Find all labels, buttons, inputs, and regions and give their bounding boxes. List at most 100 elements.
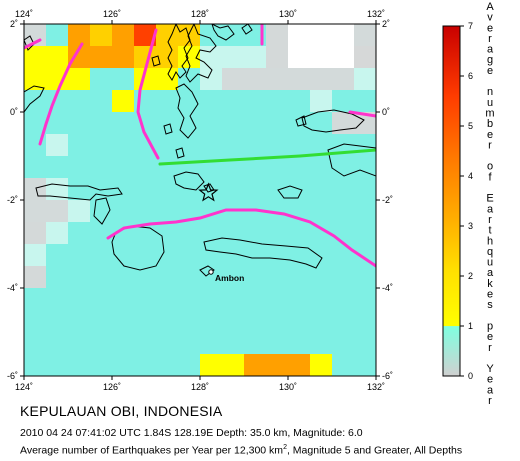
grid-cell: [299, 244, 311, 256]
grid-cell: [299, 255, 311, 267]
legend-title-char: a: [487, 44, 494, 56]
grid-cell: [79, 200, 91, 212]
grid-cell: [332, 266, 344, 278]
grid-cell: [277, 112, 289, 124]
legend-title-char: b: [487, 118, 493, 130]
grid-cell: [112, 288, 124, 300]
grid-cell: [123, 288, 135, 300]
grid-cell: [332, 24, 344, 36]
tectonic-lines: [24, 24, 376, 268]
grid-cell: [343, 200, 355, 212]
x-tick-label: 132˚: [367, 382, 385, 392]
grid-cell: [189, 90, 201, 102]
grid-cell: [200, 123, 212, 135]
grid-cell: [332, 200, 344, 212]
y-tick-label: 0˚: [382, 107, 390, 117]
grid-cell: [332, 123, 344, 135]
grid-cell: [222, 68, 234, 80]
grid-cell: [332, 101, 344, 113]
grid-cell: [24, 57, 36, 69]
grid-cell: [365, 189, 376, 201]
grid-cell: [46, 24, 58, 36]
grid-cell: [354, 156, 366, 168]
grid-cell: [288, 321, 300, 333]
grid-cell: [244, 156, 256, 168]
grid-cell: [343, 266, 355, 278]
grid-cell: [24, 244, 36, 256]
grid-cell: [299, 145, 311, 157]
grid-cell: [244, 145, 256, 157]
grid-cell: [354, 299, 366, 311]
grid-cell: [156, 321, 168, 333]
grid-cell: [68, 310, 80, 322]
grid-cell: [200, 101, 212, 113]
grid-cell: [46, 310, 58, 322]
grid-cell: [244, 321, 256, 333]
grid-cell: [46, 156, 58, 168]
grid-cell: [332, 354, 344, 366]
grid-cell: [134, 277, 146, 289]
grid-cell: [57, 233, 69, 245]
grid-cell: [35, 112, 47, 124]
plate-boundary-6: [106, 208, 376, 268]
grid-cell: [354, 46, 366, 58]
grid-cell: [255, 288, 267, 300]
grid-cell: [321, 68, 333, 80]
grid-cell: [354, 68, 366, 80]
grid-cell: [299, 354, 311, 366]
grid-cell: [354, 123, 366, 135]
grid-cell: [211, 123, 223, 135]
coast-halmahera-east: [185, 24, 217, 83]
grid-cell: [310, 145, 322, 157]
grid-cell: [343, 46, 355, 58]
grid-cell: [156, 354, 168, 366]
grid-cell: [266, 266, 278, 278]
grid-cell: [178, 189, 190, 201]
grid-cell: [156, 57, 168, 69]
plate-boundary-2: [38, 42, 84, 146]
grid-cell: [35, 343, 47, 355]
grid-cell: [266, 68, 278, 80]
grid-cell: [277, 101, 289, 113]
grid-cell: [266, 354, 278, 366]
grid-cell: [189, 46, 201, 58]
grid-cell: [365, 200, 376, 212]
grid-cell: [46, 167, 58, 179]
grid-cell: [112, 233, 124, 245]
grid-cell: [321, 90, 333, 102]
grid-cell: [123, 112, 135, 124]
legend-title-char: f: [488, 171, 492, 183]
grid-cell: [178, 354, 190, 366]
legend-title-char: v: [487, 12, 493, 24]
grid-cell: [255, 189, 267, 201]
grid-cell: [266, 156, 278, 168]
legend-tick-label: 3: [468, 221, 473, 231]
grid-cell: [57, 46, 69, 58]
grid-cell: [211, 145, 223, 157]
grid-cell: [24, 145, 36, 157]
grid-cell: [145, 101, 157, 113]
grid-cell: [46, 46, 58, 58]
grid-cell: [288, 101, 300, 113]
grid-cell: [299, 343, 311, 355]
grid-cell: [222, 123, 234, 135]
grid-cell: [299, 134, 311, 146]
grid-cell: [145, 57, 157, 69]
grid-cell: [112, 321, 124, 333]
grid-cell: [101, 277, 113, 289]
grid-cell: [167, 277, 179, 289]
grid-cell: [79, 299, 91, 311]
grid-cell: [365, 211, 376, 223]
grid-cell: [24, 46, 36, 58]
grid-cell: [178, 200, 190, 212]
grid-cell: [167, 244, 179, 256]
coast-ambon: [199, 265, 215, 277]
grid-cell: [57, 321, 69, 333]
grid-cell: [277, 244, 289, 256]
grid-cell: [222, 167, 234, 179]
grid-cell: [255, 365, 267, 376]
grid-cell: [354, 310, 366, 322]
grid-cell: [156, 310, 168, 322]
grid-cell: [123, 244, 135, 256]
grid-cell: [288, 266, 300, 278]
